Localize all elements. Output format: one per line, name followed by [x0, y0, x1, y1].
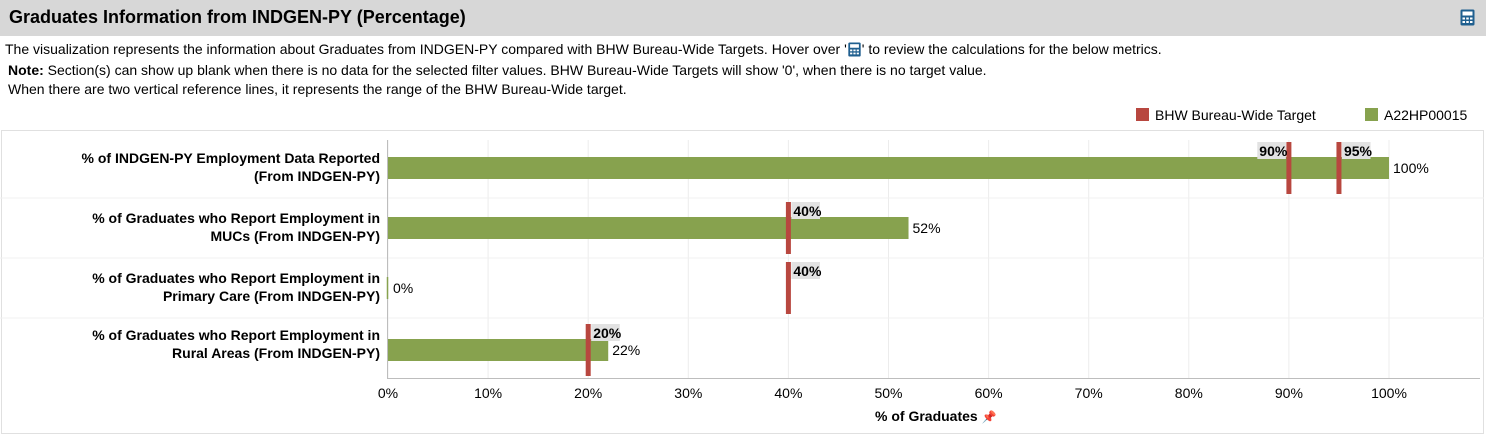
section-header: Graduates Information from INDGEN-PY (Pe… — [0, 0, 1486, 36]
target-label: 40% — [793, 203, 822, 219]
category-label-line: % of Graduates who Report Employment in — [92, 327, 380, 343]
target-reference-line — [1336, 142, 1342, 194]
category-label-employment-data-reported: % of INDGEN-PY Employment Data Reported … — [82, 149, 380, 185]
section-title: Graduates Information from INDGEN-PY (Pe… — [9, 7, 466, 27]
target-reference-line — [1286, 142, 1292, 194]
data-bar — [388, 339, 609, 361]
calculator-icon[interactable] — [847, 42, 862, 57]
legend-item-target[interactable]: BHW Bureau-Wide Target — [1136, 107, 1316, 123]
category-label-line: (From INDGEN-PY) — [254, 168, 380, 184]
legend-item-series[interactable]: A22HP00015 — [1365, 107, 1467, 123]
target-label: 40% — [793, 263, 822, 279]
category-label-line: % of Graduates who Report Employment in — [92, 210, 380, 226]
note-text: Section(s) can show up blank when there … — [47, 62, 987, 78]
target-label: 95% — [1344, 143, 1373, 159]
target-label-background — [791, 202, 820, 219]
x-tick-label: 80% — [1175, 385, 1203, 401]
category-label-line: Rural Areas (From INDGEN-PY) — [172, 345, 380, 361]
note-line: Note: Section(s) can show up blank when … — [8, 62, 987, 78]
target-label-background — [1257, 142, 1286, 159]
description-line-3: When there are two vertical reference li… — [8, 81, 627, 97]
x-tick-label: 60% — [975, 385, 1003, 401]
bar-value-label: 100% — [1393, 160, 1429, 176]
legend-swatch-series — [1365, 108, 1378, 121]
x-tick-label: 50% — [874, 385, 902, 401]
legend-swatch-target — [1136, 108, 1149, 121]
target-label: 20% — [593, 325, 622, 341]
bar-value-label: 0% — [393, 280, 413, 296]
x-tick-label: 20% — [574, 385, 602, 401]
target-reference-line — [785, 262, 791, 314]
x-tick-label: 10% — [474, 385, 502, 401]
calculator-icon[interactable] — [1460, 9, 1475, 26]
x-tick-label: 0% — [378, 385, 398, 401]
category-label-primary-care: % of Graduates who Report Employment in … — [92, 269, 380, 305]
target-reference-line — [585, 324, 591, 376]
x-tick-label: 40% — [774, 385, 802, 401]
x-tick-label: 90% — [1275, 385, 1303, 401]
legend-label-series: A22HP00015 — [1384, 107, 1468, 123]
x-axis-title-text: % of Graduates — [875, 408, 978, 424]
category-label-line: MUCs (From INDGEN-PY) — [210, 228, 380, 244]
x-tick-label: 70% — [1075, 385, 1103, 401]
bar-value-label: 52% — [913, 220, 941, 236]
x-tick-label: 100% — [1371, 385, 1407, 401]
pin-icon[interactable]: 📌 — [981, 410, 997, 424]
target-reference-line — [785, 202, 791, 254]
category-label-mucs: % of Graduates who Report Employment in … — [92, 209, 380, 245]
chart-frame — [1, 130, 1484, 434]
target-label: 90% — [1259, 143, 1288, 159]
note-label: Note: — [8, 62, 44, 78]
category-label-line: % of INDGEN-PY Employment Data Reported — [81, 150, 380, 166]
category-label-line: % of Graduates who Report Employment in — [92, 270, 380, 286]
data-bar — [388, 217, 909, 239]
category-label-rural-areas: % of Graduates who Report Employment in … — [92, 326, 380, 362]
target-label-background — [1341, 142, 1371, 159]
x-axis-title: % of Graduates 📌 — [875, 408, 997, 424]
category-label-line: Primary Care (From INDGEN-PY) — [162, 288, 380, 304]
description-line-1: The visualization represents the informa… — [5, 41, 1162, 57]
description-text-after: ' to review the calculations for the bel… — [861, 41, 1162, 57]
x-tick-label: 30% — [674, 385, 702, 401]
description-text-before: The visualization represents the informa… — [5, 41, 847, 57]
legend-label-target: BHW Bureau-Wide Target — [1155, 107, 1316, 123]
bar-value-label: 22% — [612, 342, 640, 358]
target-label-background — [791, 262, 820, 279]
target-label-background — [591, 324, 620, 341]
data-bar — [388, 157, 1389, 179]
